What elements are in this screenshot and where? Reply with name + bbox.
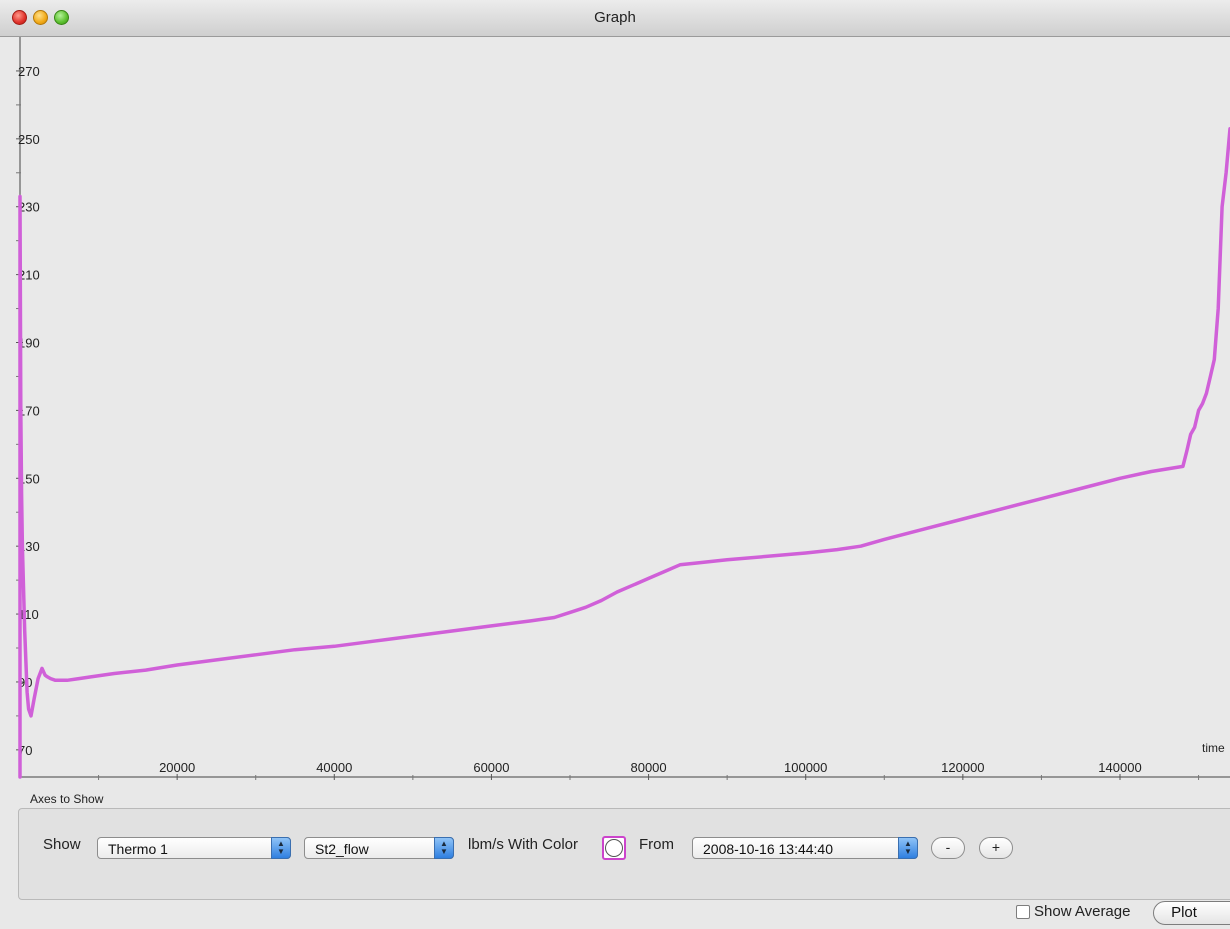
graph-plot-area: 270 250 230 210 190 170 150 130 110 90 70 20000 4000…	[0, 37, 1230, 780]
x-tick-label: 120000	[941, 760, 984, 775]
minimize-window-button[interactable]	[33, 10, 48, 25]
show-average-checkbox[interactable]	[1016, 905, 1030, 919]
series-line	[18, 126, 1230, 779]
increment-button[interactable]: +	[979, 837, 1013, 859]
channel-select[interactable]: St2_flow ▲ ▼	[304, 837, 454, 859]
x-tick-label: 140000	[1098, 760, 1141, 775]
date-select-value: 2008-10-16 13:44:40	[703, 841, 833, 857]
y-tick-label: 230	[18, 200, 40, 215]
close-window-button[interactable]	[12, 10, 27, 25]
x-tick-label: 80000	[630, 760, 666, 775]
source-select[interactable]: Thermo 1 ▲ ▼	[97, 837, 291, 859]
y-tick-label: 270	[18, 64, 40, 79]
window-titlebar: Graph	[0, 0, 1230, 37]
channel-select-value: St2_flow	[315, 841, 369, 857]
x-axis-label: time	[1202, 741, 1225, 755]
show-average-label: Show Average	[1034, 903, 1131, 920]
source-select-value: Thermo 1	[108, 841, 168, 857]
x-tick-label: 60000	[473, 760, 509, 775]
y-tick-label: 250	[18, 132, 40, 147]
y-tick-label: 190	[18, 336, 40, 351]
y-tick-label: 210	[18, 268, 40, 283]
y-tick-label: 170	[18, 403, 40, 418]
x-tick-label: 40000	[316, 760, 352, 775]
x-tick-label: 20000	[159, 760, 195, 775]
zoom-window-button[interactable]	[54, 10, 69, 25]
popup-arrows-icon: ▲ ▼	[271, 837, 291, 859]
plot-button[interactable]: Plot	[1153, 901, 1230, 925]
decrement-button[interactable]: -	[931, 837, 965, 859]
x-tick-label: 100000	[784, 760, 827, 775]
from-label: From	[639, 836, 674, 853]
units-with-color-label: lbm/s With Color	[468, 836, 579, 853]
show-label: Show	[43, 836, 81, 853]
y-tick-label: 150	[18, 471, 40, 486]
window-title: Graph	[594, 9, 636, 26]
axes-to-show-label: Axes to Show	[30, 792, 104, 806]
series-color-well[interactable]	[602, 836, 626, 860]
popup-arrows-icon: ▲ ▼	[434, 837, 454, 859]
popup-arrows-icon: ▲ ▼	[898, 837, 918, 859]
date-select[interactable]: 2008-10-16 13:44:40 ▲ ▼	[692, 837, 918, 859]
